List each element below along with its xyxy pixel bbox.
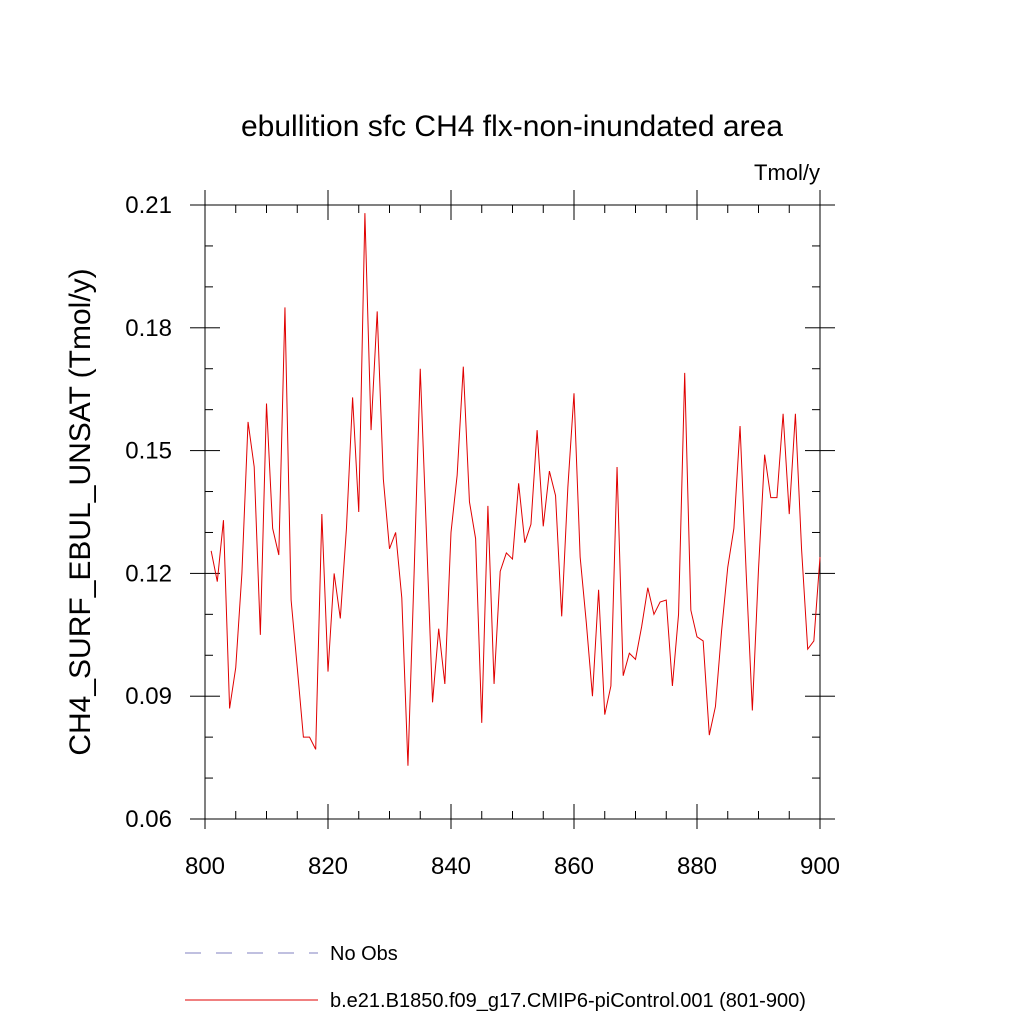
y-tick-label: 0.18 [125, 315, 172, 342]
legend-label-picontrol: b.e21.B1850.f09_g17.CMIP6-piControl.001 … [330, 990, 806, 1012]
x-tick-label: 820 [308, 853, 348, 880]
x-tick-label: 800 [185, 853, 225, 880]
x-tick-label: 860 [554, 853, 594, 880]
y-tick-label: 0.09 [125, 683, 172, 710]
series-layer [210, 213, 821, 766]
axis-ticks [190, 190, 835, 829]
x-tick-label: 900 [800, 853, 840, 880]
y-tick-label: 0.15 [125, 438, 172, 465]
x-tick-label: 880 [677, 853, 717, 880]
units-label: Tmol/y [754, 160, 820, 185]
x-tick-label: 840 [431, 853, 471, 880]
axis-tick-labels: 800 820 840 860 880 900 0.06 0.09 0.12 0.15 0.18 0.… [125, 192, 840, 880]
y-tick-label: 0.21 [125, 192, 172, 219]
chart-title: ebullition sfc CH4 flx-non-inundated are… [241, 110, 783, 143]
series-line-1 [210, 213, 821, 766]
plot-frame [204, 204, 821, 820]
y-tick-label: 0.12 [125, 560, 172, 587]
y-axis-label: CH4_SURF_EBUL_UNSAT (Tmol/y) [64, 268, 97, 755]
legend-label-no-obs: No Obs [330, 943, 398, 965]
legend: No Obs b.e21.B1850.f09_g17.CMIP6-piContr… [185, 943, 806, 1012]
y-tick-label: 0.06 [125, 806, 172, 833]
